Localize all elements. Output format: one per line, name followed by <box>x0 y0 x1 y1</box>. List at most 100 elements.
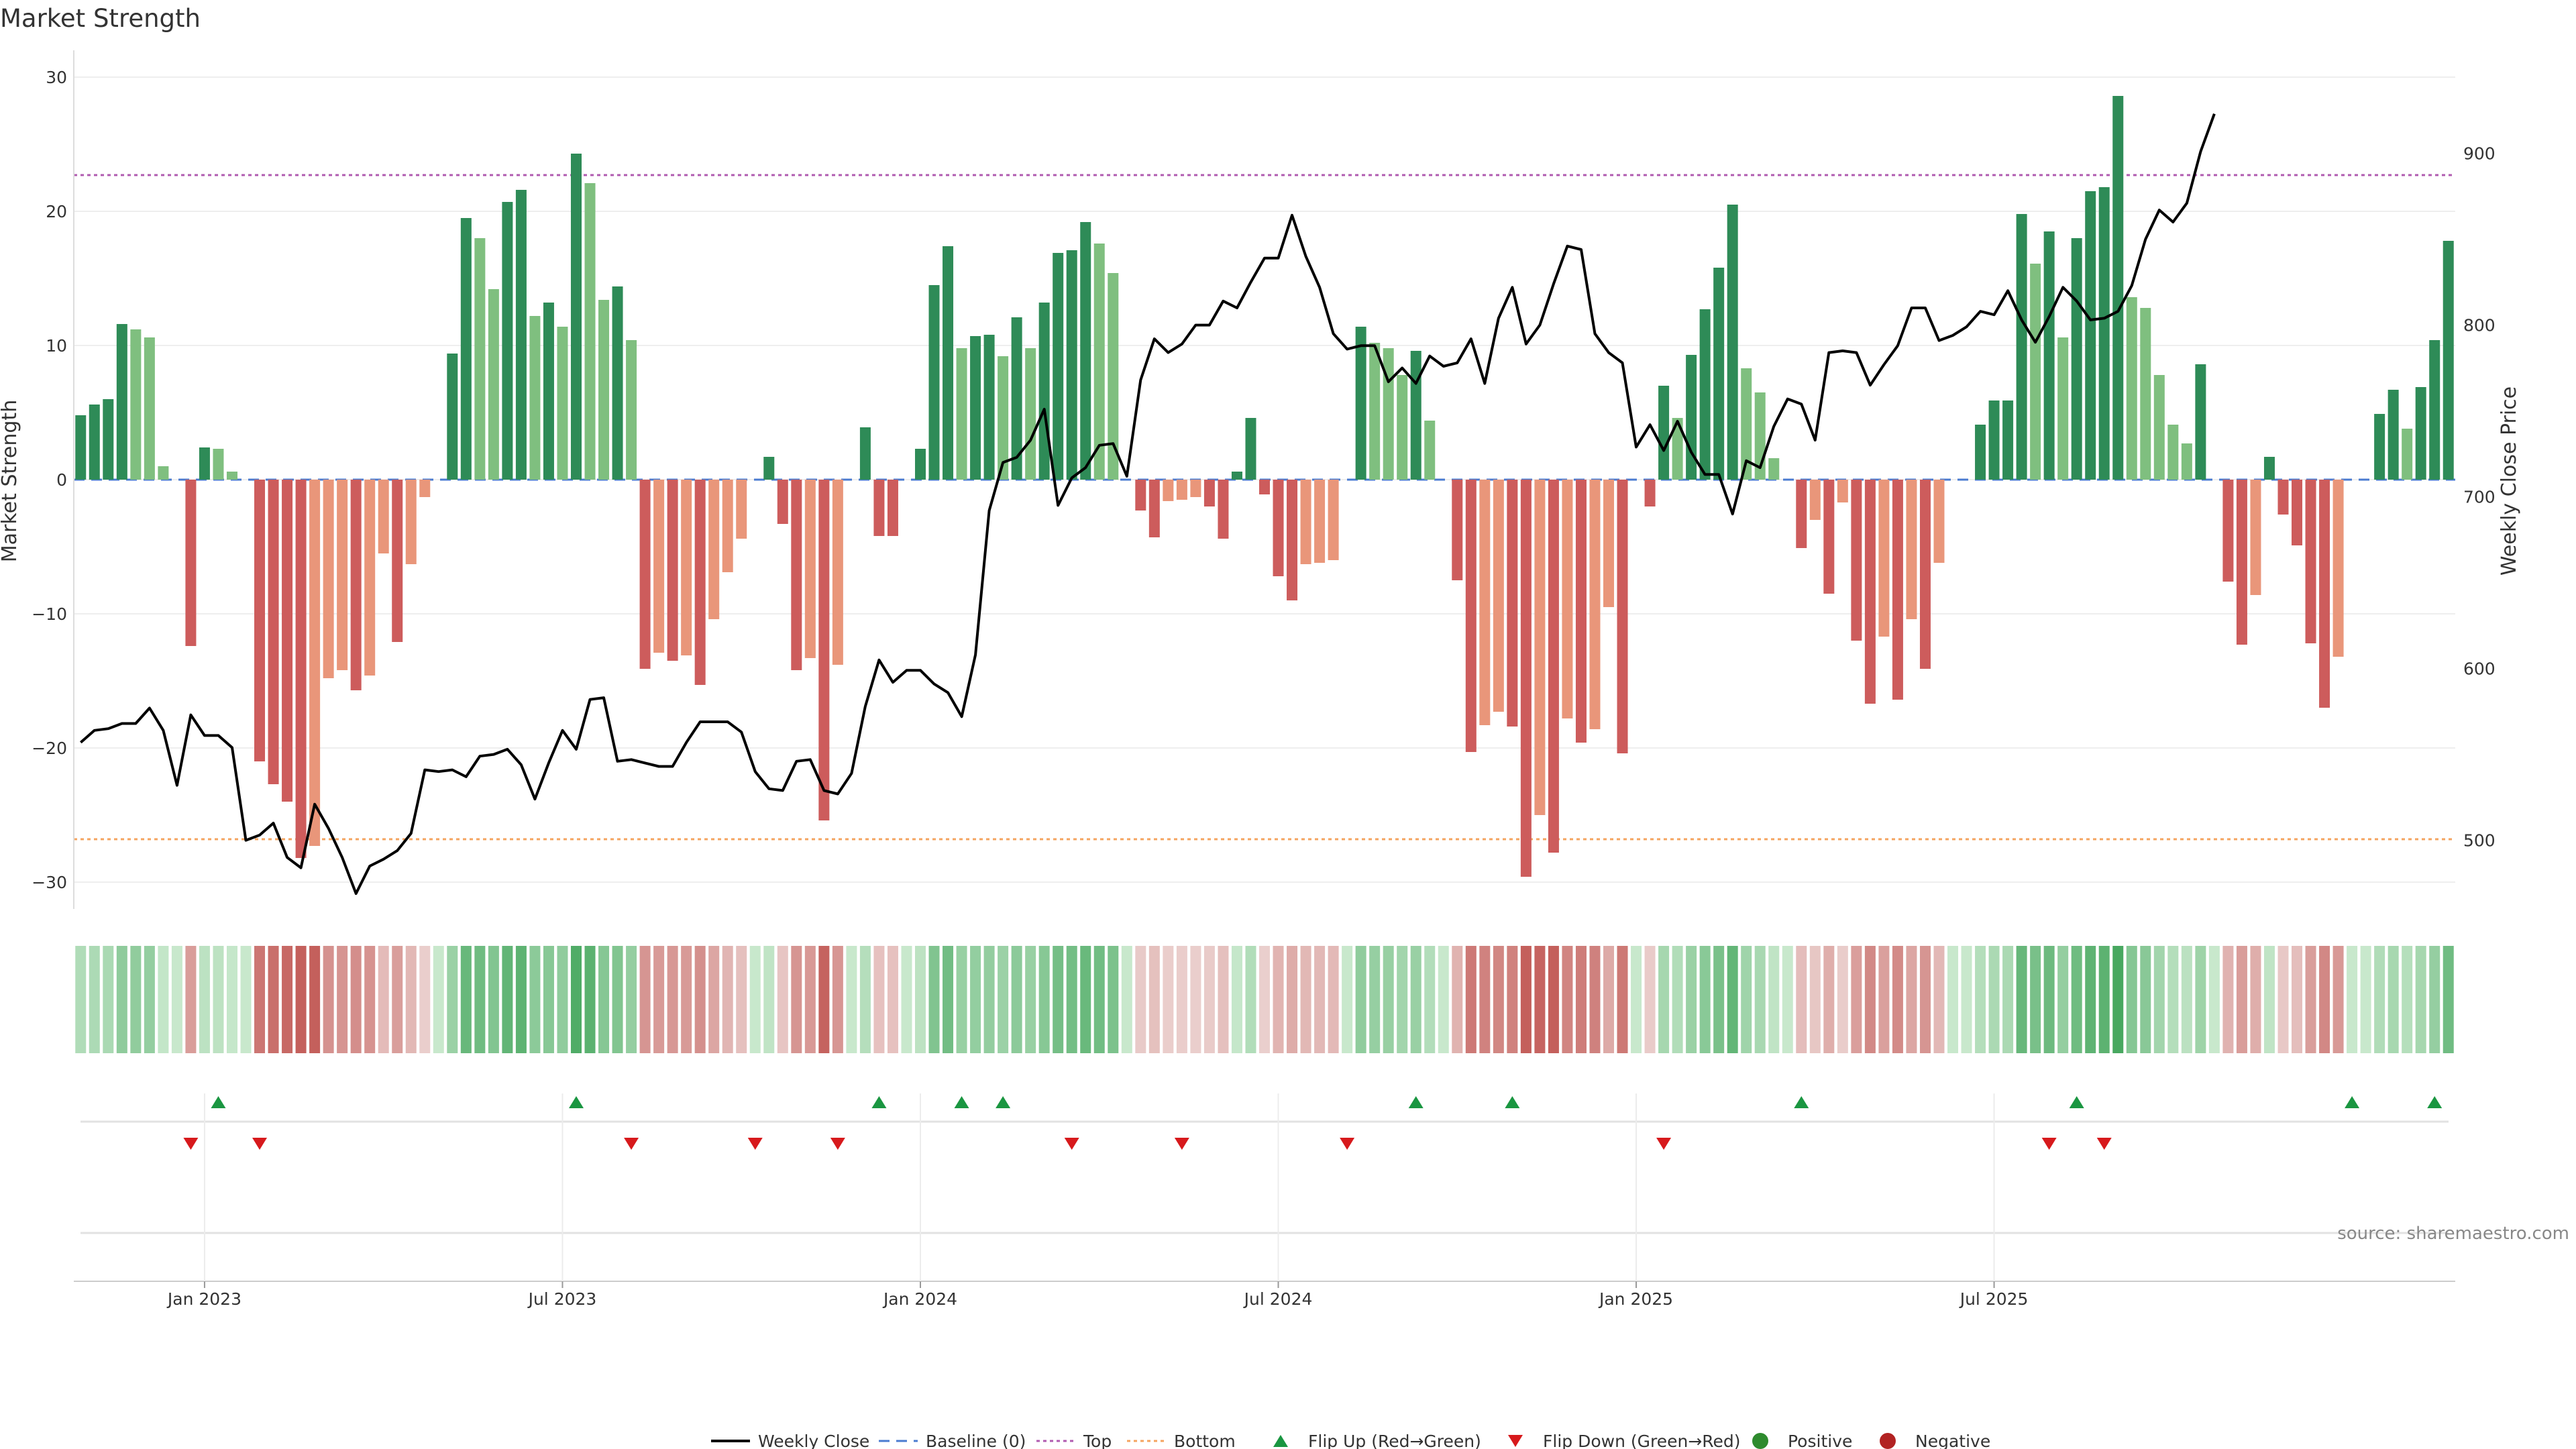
strip-cell <box>1245 946 1256 1053</box>
strength-bar <box>1988 400 2000 480</box>
strip-cell <box>1452 946 1463 1053</box>
strength-bar <box>1864 480 1876 704</box>
strength-bar <box>1300 480 1311 564</box>
strength-bar <box>254 480 266 761</box>
strip-cell <box>1093 946 1105 1053</box>
strip-cell <box>1176 946 1187 1053</box>
legend-label: Flip Up (Red→Green) <box>1308 1432 1481 1449</box>
strip-cell <box>998 946 1009 1053</box>
y-tick-label: 0 <box>56 470 67 490</box>
strength-bar <box>488 289 499 480</box>
strength-bar <box>2236 480 2247 645</box>
strip-cell <box>681 946 692 1053</box>
strip-cell <box>1672 946 1683 1053</box>
strength-bar <box>378 480 389 553</box>
strength-bar <box>405 480 417 564</box>
flip-down-marker <box>1174 1138 1189 1150</box>
strip-cell <box>543 946 554 1053</box>
strip-cell <box>1465 946 1477 1053</box>
strip-cell <box>89 946 100 1053</box>
strip-cell <box>873 946 885 1053</box>
strip-cell <box>1135 946 1146 1053</box>
strip-cell <box>1823 946 1835 1053</box>
strength-bar <box>1507 480 1518 727</box>
strength-bar <box>2085 191 2096 480</box>
strip-cell <box>694 946 706 1053</box>
strength-bar <box>777 480 788 524</box>
y-tick-label: −10 <box>32 604 67 624</box>
strength-bar <box>1741 368 1752 480</box>
strength-color-strip <box>75 946 2454 1053</box>
strip-cell <box>667 946 678 1053</box>
threshold-lines <box>74 174 2455 841</box>
legend-label: Bottom <box>1174 1432 1236 1449</box>
strip-cell <box>2002 946 2014 1053</box>
strip-cell <box>736 946 747 1053</box>
strength-bar <box>557 327 568 480</box>
strength-bar <box>515 190 527 480</box>
strength-bar <box>1699 309 1711 480</box>
strength-bar <box>1190 480 1201 497</box>
strip-cell <box>2071 946 2082 1053</box>
source-note: source: sharemaestro.com <box>2337 1224 2569 1244</box>
strip-cell <box>2292 946 2303 1053</box>
y-tick-label: 10 <box>46 336 67 356</box>
strip-cell <box>1988 946 2000 1053</box>
strip-cell <box>1906 946 1917 1053</box>
strip-cell <box>1562 946 1573 1053</box>
strength-bar <box>708 480 720 619</box>
strip-cell <box>1919 946 1931 1053</box>
strip-cell <box>983 946 995 1053</box>
strip-cell <box>378 946 389 1053</box>
strip-cell <box>846 946 857 1053</box>
legend-label: Baseline (0) <box>926 1432 1026 1449</box>
strength-bar <box>1410 351 1421 480</box>
strength-bar <box>337 480 348 670</box>
strip-cell <box>2332 946 2344 1053</box>
strength-bar <box>1066 250 1077 480</box>
strip-cell <box>116 946 127 1053</box>
strip-cell <box>392 946 403 1053</box>
strength-bar <box>2167 425 2179 480</box>
strip-cell <box>1864 946 1876 1053</box>
strength-bar <box>226 472 237 480</box>
strength-bar <box>1644 480 1656 506</box>
strip-cell <box>1686 946 1697 1053</box>
strip-cell <box>1741 946 1752 1053</box>
strip-cell <box>626 946 637 1053</box>
strip-cell <box>639 946 651 1053</box>
strip-cell <box>887 946 898 1053</box>
strip-cell <box>2098 946 2110 1053</box>
legend-label: Negative <box>1915 1432 1990 1449</box>
strip-cell <box>1727 946 1738 1053</box>
strip-cell <box>1575 946 1587 1053</box>
legend-down-triangle-icon <box>1508 1435 1523 1447</box>
strength-bar <box>2153 375 2165 480</box>
strip-cell <box>901 946 912 1053</box>
strength-bar <box>2030 264 2041 480</box>
strip-cell <box>708 946 720 1053</box>
strip-cell <box>970 946 981 1053</box>
strength-bar <box>667 480 678 661</box>
flip-up-marker <box>211 1096 226 1108</box>
strip-cell <box>323 946 334 1053</box>
strength-bar <box>295 480 307 858</box>
strip-cell <box>1768 946 1780 1053</box>
strength-bar <box>2071 238 2082 480</box>
flip-up-marker <box>1794 1096 1809 1108</box>
strength-bar <box>1108 273 1119 480</box>
x-tick-label: Jan 2025 <box>1598 1289 1673 1309</box>
y-tick-label: −20 <box>32 739 67 758</box>
strip-cell <box>502 946 513 1053</box>
strength-bar <box>1424 421 1436 480</box>
strip-cell <box>804 946 816 1053</box>
strip-cell <box>2374 946 2385 1053</box>
x-tick-label: Jul 2025 <box>1959 1289 2029 1309</box>
strength-bar <box>144 337 155 480</box>
strip-cell <box>1163 946 1174 1053</box>
legend-circle-icon <box>1880 1433 1896 1449</box>
strip-cell <box>1053 946 1064 1053</box>
weekly-close-line <box>79 113 2216 895</box>
strength-bar <box>1148 480 1160 537</box>
flip-markers-panel <box>80 1096 2449 1234</box>
